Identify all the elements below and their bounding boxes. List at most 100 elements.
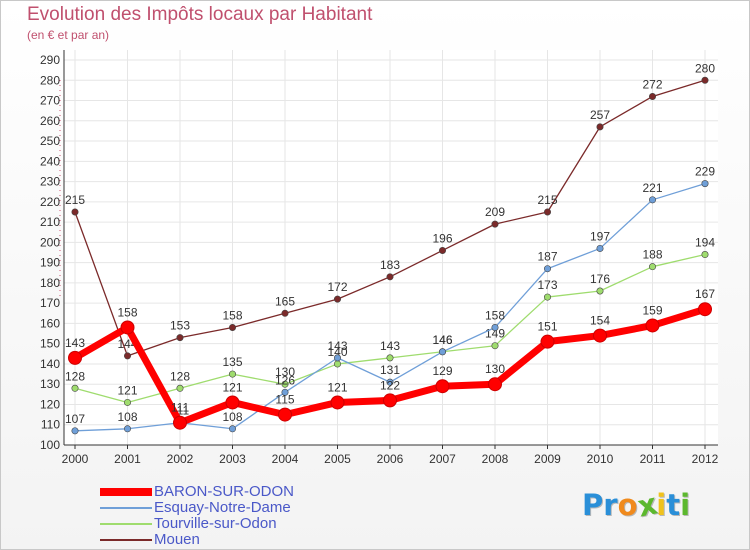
data-point xyxy=(229,370,237,378)
x-tick-label: 2000 xyxy=(62,452,89,466)
data-label: 158 xyxy=(222,308,242,322)
data-label: 122 xyxy=(380,378,400,392)
data-point xyxy=(386,378,394,386)
data-point xyxy=(543,208,551,216)
y-tick-label: 150 xyxy=(40,337,60,351)
x-tick-label: 2007 xyxy=(429,452,456,466)
data-point xyxy=(645,318,660,333)
data-point xyxy=(173,415,187,430)
data-point xyxy=(701,76,709,84)
logo-letter: o xyxy=(617,488,638,522)
legend-swatch xyxy=(100,507,152,509)
data-point xyxy=(71,384,79,392)
data-point xyxy=(648,92,656,100)
data-point xyxy=(491,323,499,331)
data-label: 221 xyxy=(642,181,662,195)
y-tick-label: 230 xyxy=(40,175,60,189)
data-label: 107 xyxy=(65,412,85,426)
data-point xyxy=(281,380,289,388)
data-label: 187 xyxy=(537,250,557,264)
data-point xyxy=(701,180,709,188)
x-tick-label: 2011 xyxy=(640,452,666,466)
data-label: 121 xyxy=(222,380,242,394)
data-point xyxy=(229,425,237,433)
data-point xyxy=(333,354,341,362)
data-point xyxy=(71,427,79,435)
data-label: 143 xyxy=(327,339,347,353)
legend-item: BARON-SUR-ODON xyxy=(100,484,340,500)
y-tick-label: 140 xyxy=(40,357,60,371)
data-label: 129 xyxy=(432,364,452,378)
x-tick-label: 2005 xyxy=(324,452,351,466)
legend-label: BARON-SUR-ODON xyxy=(154,483,295,500)
data-point xyxy=(701,251,709,259)
data-label: 151 xyxy=(537,320,557,334)
data-label: 188 xyxy=(642,248,662,262)
y-tick-label: 110 xyxy=(41,418,60,432)
data-label: 143 xyxy=(65,336,85,350)
x-tick-label: 2006 xyxy=(377,452,404,466)
data-label: 121 xyxy=(117,383,137,397)
y-tick-label: 280 xyxy=(40,73,60,87)
data-label: 146 xyxy=(432,333,452,347)
logo-letter: P xyxy=(582,488,604,522)
data-label: 153 xyxy=(170,319,190,333)
logo-letter: t xyxy=(666,488,681,522)
data-point xyxy=(120,320,135,335)
y-tick-label: 270 xyxy=(40,94,60,108)
data-label: 215 xyxy=(537,193,557,207)
legend-swatch xyxy=(100,523,152,525)
y-tick-label: 260 xyxy=(40,114,60,128)
data-label: 131 xyxy=(380,363,400,377)
data-label: 130 xyxy=(485,362,505,376)
data-label: 158 xyxy=(485,308,505,322)
data-point xyxy=(491,220,499,228)
data-point xyxy=(596,123,604,131)
data-label: 128 xyxy=(170,369,190,383)
data-point xyxy=(540,334,555,349)
data-label: 194 xyxy=(695,236,715,250)
data-point xyxy=(648,196,656,204)
chart-title: Evolution des Impôts locaux par Habitant xyxy=(27,4,373,25)
legend-label: Tourville-sur-Odon xyxy=(154,515,277,532)
data-label: 108 xyxy=(222,410,242,424)
data-point xyxy=(333,295,341,303)
data-label: 143 xyxy=(380,339,400,353)
data-label: 167 xyxy=(695,287,715,301)
data-point xyxy=(488,377,502,392)
data-point xyxy=(281,309,289,317)
y-tick-label: 180 xyxy=(40,276,60,290)
chart-subtitle: (en € et par an) xyxy=(27,28,110,42)
data-point xyxy=(648,263,656,271)
data-label: 159 xyxy=(642,303,662,317)
y-tick-label: 210 xyxy=(40,215,60,229)
data-point xyxy=(543,293,551,301)
data-label: 140 xyxy=(327,345,347,359)
data-point xyxy=(68,350,82,365)
legend-swatch xyxy=(100,539,152,541)
data-point xyxy=(333,360,341,368)
data-label: 126 xyxy=(275,373,295,387)
legend-swatch xyxy=(100,488,152,496)
data-point xyxy=(435,379,450,394)
data-label: 197 xyxy=(590,229,610,243)
y-tick-label: 170 xyxy=(40,296,60,310)
y-tick-label: 160 xyxy=(40,316,60,330)
y-tick-label: 120 xyxy=(40,397,60,411)
x-tick-label: 2001 xyxy=(114,452,141,466)
data-point xyxy=(543,265,551,273)
x-tick-label: 2010 xyxy=(587,452,614,466)
y-tick-label: 240 xyxy=(40,154,60,168)
data-point xyxy=(124,398,132,406)
data-point xyxy=(438,348,446,356)
data-label: 146 xyxy=(432,333,452,347)
data-label: 257 xyxy=(590,108,610,122)
x-tick-label: 2008 xyxy=(482,452,509,466)
y-tick-label: 200 xyxy=(40,235,60,249)
legend-label: Esquay-Notre-Dame xyxy=(154,499,291,516)
data-label: 172 xyxy=(327,280,347,294)
y-tick-label: 250 xyxy=(40,134,60,148)
data-label: 111 xyxy=(171,401,190,415)
data-point xyxy=(596,244,604,252)
